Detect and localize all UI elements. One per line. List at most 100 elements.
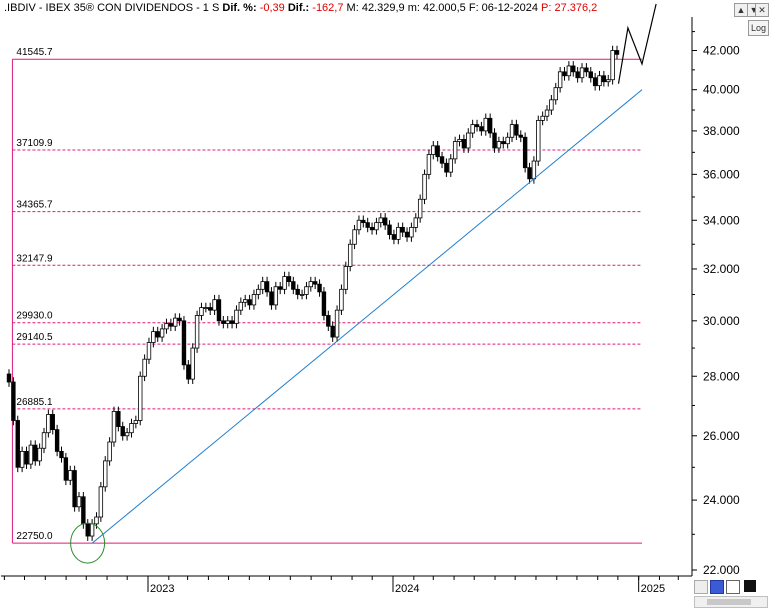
candle-body xyxy=(94,516,99,525)
candle-body xyxy=(304,286,309,295)
y-tick-label: 36.000 xyxy=(703,167,740,181)
candle-body xyxy=(391,234,397,240)
dif-pct-label: Dif. %: xyxy=(222,2,257,14)
dif-label: Dif.: xyxy=(287,2,310,14)
candle-body xyxy=(461,139,467,149)
fib-level-label: 29930.0 xyxy=(16,311,53,322)
candle-body xyxy=(216,299,222,322)
close-button[interactable]: ✕ xyxy=(755,3,769,17)
candle-body xyxy=(387,224,392,235)
candle-body xyxy=(164,323,169,330)
y-tick-label: 32.000 xyxy=(703,262,740,276)
candle-body xyxy=(59,450,64,459)
candle-body xyxy=(146,342,152,360)
dif-pct-value: -0,39 xyxy=(259,2,285,14)
candle-body xyxy=(382,217,388,226)
support-trendline xyxy=(91,89,643,544)
candle-body xyxy=(225,320,230,324)
candle-body xyxy=(592,77,598,87)
candle-body xyxy=(299,294,305,296)
y-tick-label: 28.000 xyxy=(703,369,740,383)
candle-body xyxy=(606,79,611,83)
candle-body xyxy=(199,307,204,316)
horizontal-scrollbar[interactable] xyxy=(694,596,768,608)
candle-body xyxy=(509,124,515,138)
candle-body xyxy=(111,411,117,443)
candle-body xyxy=(483,117,488,132)
log-scale-toggle[interactable]: Log xyxy=(748,20,769,36)
candle-body xyxy=(37,447,42,462)
candle-body xyxy=(76,496,82,508)
candle-body xyxy=(155,331,160,338)
candle-body xyxy=(571,65,576,73)
square-icon[interactable] xyxy=(744,580,756,592)
save-icon[interactable] xyxy=(710,580,724,594)
candle-body xyxy=(356,219,362,231)
candle-body xyxy=(610,50,615,81)
candle-body xyxy=(496,141,502,149)
candle-body xyxy=(339,288,344,311)
candle-body xyxy=(159,328,165,338)
fibonacci-levels: 41545.7 37109.9 34365.7 32147.9 29930.0 29140… xyxy=(11,47,643,544)
candle-body xyxy=(151,331,156,343)
window-icon[interactable] xyxy=(726,580,740,594)
x-axis: 2023 2024 2025 xyxy=(3,576,679,595)
candle-body xyxy=(63,457,69,481)
candle-body xyxy=(116,411,121,427)
candle-body xyxy=(243,299,248,303)
candle-body xyxy=(260,281,265,290)
candle-body xyxy=(28,444,34,465)
candle-body xyxy=(142,358,147,377)
projection-arrow xyxy=(617,3,657,84)
candle-body xyxy=(413,217,418,228)
candle-body xyxy=(247,299,252,306)
candle-body xyxy=(448,158,453,173)
candle-body xyxy=(282,276,287,290)
candle-body xyxy=(579,67,585,79)
dif-value: -162,7 xyxy=(312,2,344,14)
candle-body xyxy=(470,124,475,134)
y-tick-label: 26.000 xyxy=(703,429,740,443)
candle-body xyxy=(173,317,178,327)
y-tick-label: 30.000 xyxy=(703,314,740,328)
candle-body xyxy=(492,132,497,149)
candle-body xyxy=(474,124,480,128)
candle-body xyxy=(308,281,314,288)
candle-body xyxy=(234,309,239,324)
candle-body xyxy=(98,486,104,518)
candle-body xyxy=(194,315,200,349)
candle-body xyxy=(41,432,47,449)
candle-body xyxy=(404,231,410,238)
candle-body xyxy=(457,139,462,142)
candle-body xyxy=(203,307,209,309)
candle-body xyxy=(85,523,90,537)
candle-body xyxy=(124,432,130,437)
candle-body xyxy=(562,71,567,77)
candle-body xyxy=(365,222,370,228)
zoom-icon[interactable] xyxy=(694,580,708,594)
candle-body xyxy=(277,286,283,290)
scroll-up-button[interactable]: ▲ xyxy=(734,3,748,17)
symbol-label: .IBDIV - IBEX 35® CON DIVIDENDOS - 1 S xyxy=(4,2,220,14)
candle-body xyxy=(452,141,458,160)
candle-body xyxy=(177,317,182,322)
candlestick-series xyxy=(6,45,620,541)
candle-body xyxy=(584,67,589,73)
candle-body xyxy=(522,136,528,169)
scrollbar-thumb[interactable] xyxy=(707,599,751,605)
candle-body xyxy=(601,75,607,83)
candle-body xyxy=(326,315,331,327)
candle-body xyxy=(396,226,401,240)
candle-body xyxy=(186,364,191,380)
chart-header: .IBDIV - IBEX 35® CON DIVIDENDOS - 1 S D… xyxy=(4,2,598,14)
candle-body xyxy=(369,226,375,231)
candle-body xyxy=(501,141,506,145)
candle-body xyxy=(6,373,12,383)
candle-body xyxy=(557,71,563,89)
candle-body xyxy=(575,71,580,79)
candle-body xyxy=(361,219,366,224)
y-axis: 22.000 24.000 26.000 28.000 30.000 32.000 34.0… xyxy=(692,31,740,577)
candle-body xyxy=(435,145,440,158)
